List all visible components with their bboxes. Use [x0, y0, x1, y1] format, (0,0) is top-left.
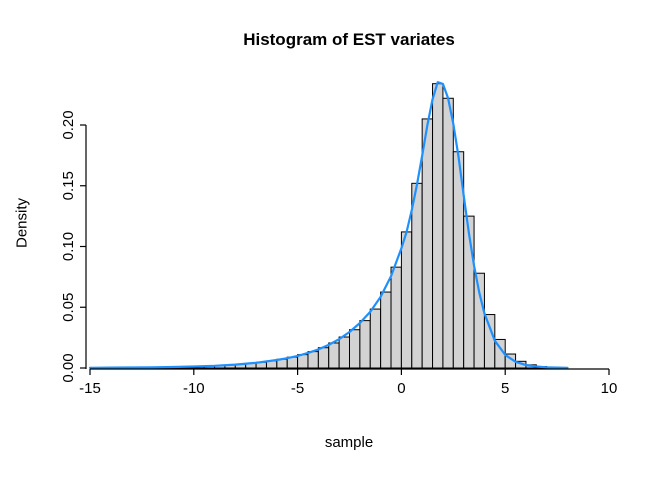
histogram-bar [359, 320, 371, 369]
y-tick-label: 0.10 [60, 232, 77, 261]
histogram-bar [328, 342, 340, 369]
histogram-bar [390, 266, 402, 369]
x-tick-label: -10 [183, 380, 205, 397]
x-tick-label: -5 [291, 380, 304, 397]
x-tick-label: -15 [79, 380, 101, 397]
histogram-bar [369, 308, 382, 369]
histogram-bar [317, 347, 330, 369]
y-tick-label: 0.20 [60, 110, 77, 139]
x-tick-label: 5 [501, 380, 509, 397]
histogram-bar [338, 336, 350, 369]
x-axis-label: sample [324, 434, 374, 451]
y-tick-label: 0.00 [60, 353, 77, 382]
histogram-bar [380, 291, 392, 369]
y-axis-label: Density [13, 197, 31, 249]
density-curve [88, 81, 569, 369]
histogram-bar [483, 314, 496, 369]
x-tick-label: 0 [397, 380, 405, 397]
histogram-bar [421, 118, 434, 369]
histogram-bar [400, 231, 413, 369]
y-tick-label: 0.05 [60, 293, 77, 322]
chart-title: Histogram of EST variates [243, 30, 455, 49]
histogram-bar [307, 351, 319, 369]
x-tick-label: 10 [601, 380, 618, 397]
histogram-bar [411, 182, 423, 369]
y-tick-label: 0.15 [60, 171, 77, 200]
histogram-bar [442, 97, 454, 369]
histogram-bar [432, 83, 444, 369]
histogram-bar [297, 354, 309, 369]
histogram-bar [349, 329, 361, 369]
